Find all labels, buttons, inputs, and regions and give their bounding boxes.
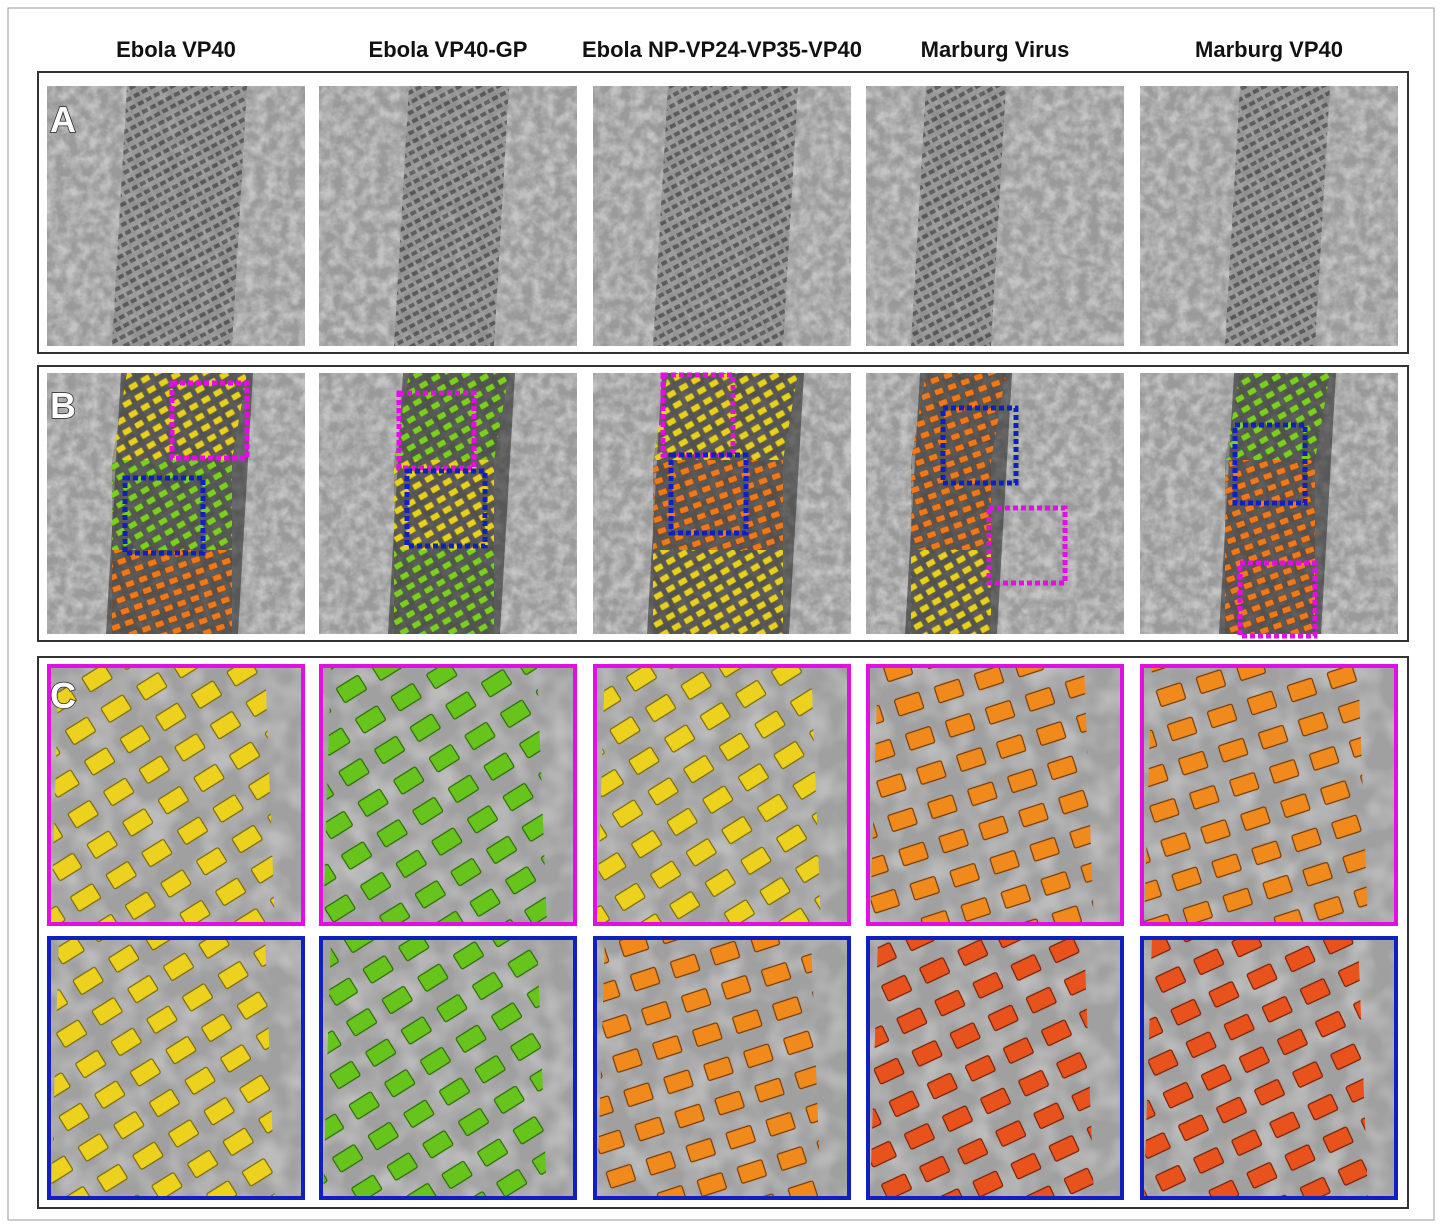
zoom-lattice xyxy=(1144,936,1368,1200)
zoom-lattice xyxy=(870,936,1094,1200)
column-header: Ebola NP-VP24-VP35-VP40 xyxy=(582,37,862,62)
zoom-lattice xyxy=(1144,664,1368,926)
tube-lattice xyxy=(1225,460,1315,550)
figure: Ebola VP40 Ebola VP40-GP Ebola NP-VP24-VP3… xyxy=(0,0,1442,1228)
tube-lattice xyxy=(1225,373,1330,460)
tube-lattice xyxy=(911,373,1006,460)
tube-lattice xyxy=(911,460,991,550)
panel-label: A xyxy=(50,99,76,140)
zoom-lattice xyxy=(51,664,275,926)
tube-lattice xyxy=(112,86,247,346)
zoom-lattice xyxy=(51,936,275,1200)
zoom-lattice xyxy=(597,936,821,1200)
zoom-lattice xyxy=(597,664,821,926)
panel-label: C xyxy=(50,675,76,716)
tube-lattice xyxy=(394,550,494,634)
tube-lattice xyxy=(653,373,798,460)
tube-lattice xyxy=(911,86,1006,346)
column-header: Ebola VP40-GP xyxy=(369,37,528,62)
tube-lattice xyxy=(112,550,232,634)
zoom-lattice xyxy=(870,664,1094,926)
panel-label: B xyxy=(50,385,76,426)
tube-lattice xyxy=(911,550,991,634)
tube-lattice xyxy=(112,373,247,460)
tube-lattice xyxy=(394,86,509,346)
tube-lattice xyxy=(1225,86,1330,346)
column-header: Marburg Virus xyxy=(921,37,1070,62)
tube-lattice xyxy=(394,373,509,460)
zoom-lattice xyxy=(323,664,547,926)
tube-lattice xyxy=(653,550,783,634)
column-header: Ebola VP40 xyxy=(116,37,236,62)
zoom-lattice xyxy=(323,936,547,1200)
column-header: Marburg VP40 xyxy=(1195,37,1343,62)
tube-lattice xyxy=(653,86,798,346)
tube-lattice xyxy=(112,460,232,550)
